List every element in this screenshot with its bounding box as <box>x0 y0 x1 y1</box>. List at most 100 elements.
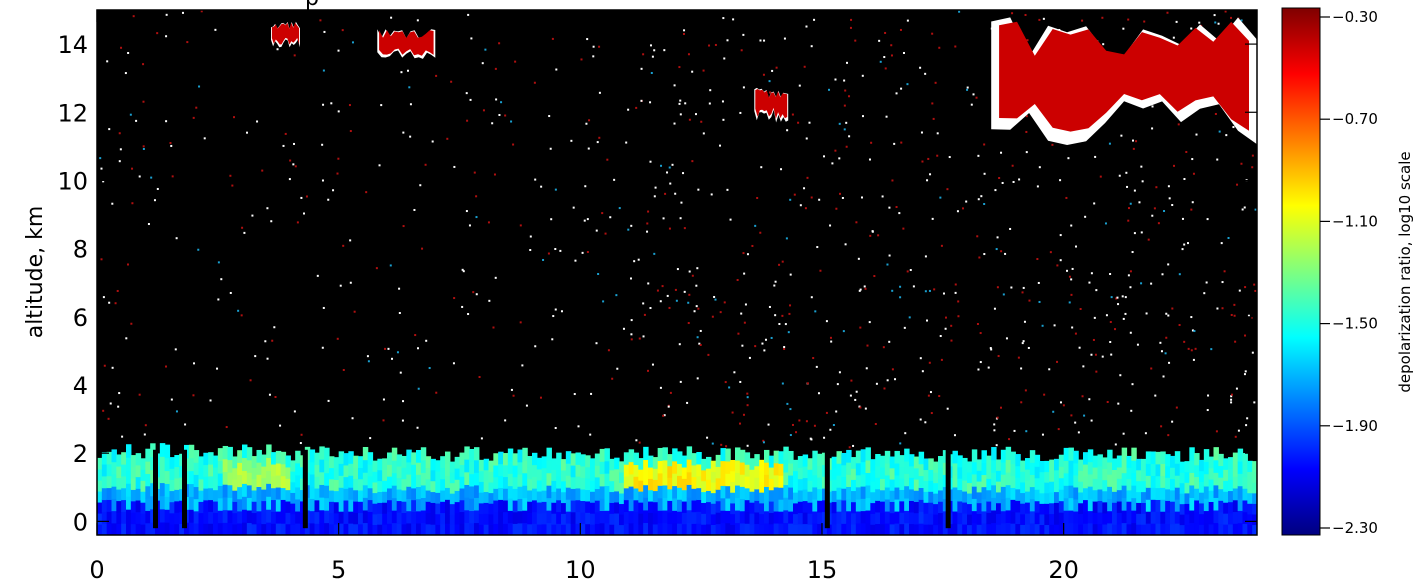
noise-pixel <box>906 270 909 273</box>
boundary-layer-cell <box>909 500 915 513</box>
boundary-layer-cell <box>768 500 775 513</box>
boundary-layer-cell <box>604 497 610 511</box>
boundary-layer-cell <box>227 459 233 473</box>
boundary-layer-cell <box>585 455 591 468</box>
noise-pixel <box>939 335 942 338</box>
boundary-layer-cell <box>855 522 862 535</box>
noise-pixel <box>928 361 931 364</box>
boundary-layer-cell <box>503 476 509 489</box>
boundary-layer-cell <box>725 460 731 474</box>
boundary-layer-cell <box>686 497 693 511</box>
noise-pixel <box>408 86 411 89</box>
noise-pixel <box>231 184 234 187</box>
noise-pixel <box>829 428 832 431</box>
noise-pixel <box>688 293 691 296</box>
boundary-layer-cell <box>735 472 741 486</box>
noise-pixel <box>678 66 681 69</box>
noise-pixel <box>342 368 345 371</box>
boundary-layer-cell <box>290 524 296 535</box>
y-tick-label: 12 <box>57 99 88 127</box>
boundary-layer-cell <box>1150 523 1157 535</box>
noise-pixel <box>1094 155 1097 158</box>
boundary-layer-cell <box>353 467 359 479</box>
boundary-layer-cell <box>1213 484 1219 498</box>
noise-pixel <box>1129 270 1132 273</box>
noise-pixel <box>1183 340 1186 343</box>
noise-pixel <box>996 416 999 419</box>
boundary-layer-cell <box>793 481 799 493</box>
noise-pixel <box>975 96 978 99</box>
noise-pixel <box>912 285 915 288</box>
boundary-layer-cell <box>652 479 659 492</box>
boundary-layer-cell <box>159 495 166 510</box>
boundary-layer-cell <box>532 476 538 489</box>
boundary-layer-cell <box>1242 499 1248 513</box>
noise-pixel <box>424 163 427 166</box>
noise-pixel <box>498 113 501 116</box>
noise-pixel <box>823 436 826 439</box>
noise-pixel <box>461 305 464 308</box>
boundary-layer-cell <box>377 480 383 493</box>
boundary-layer-cell <box>430 524 436 535</box>
boundary-layer-cell <box>865 472 871 486</box>
boundary-layer-cell <box>942 510 949 524</box>
noise-pixel <box>1133 232 1136 235</box>
boundary-layer-cell <box>469 485 475 499</box>
boundary-layer-cell <box>449 461 456 473</box>
noise-pixel <box>375 267 378 270</box>
boundary-layer-cell <box>938 512 944 525</box>
boundary-layer-cell <box>309 498 316 512</box>
boundary-layer-cell <box>1145 463 1152 476</box>
boundary-layer-cell <box>256 498 262 512</box>
boundary-layer-cell <box>527 512 533 525</box>
boundary-layer-cell <box>503 488 509 501</box>
boundary-layer-cell <box>290 492 296 504</box>
boundary-layer-cell <box>333 468 340 480</box>
boundary-layer-cell <box>150 508 156 523</box>
y-tick-label: 8 <box>73 236 88 264</box>
boundary-layer-cell <box>324 522 330 535</box>
boundary-layer-cell <box>498 523 504 535</box>
boundary-layer-cell <box>1189 459 1195 473</box>
boundary-layer-cell <box>623 499 630 512</box>
boundary-layer-cell <box>1073 450 1079 464</box>
boundary-layer-cell <box>309 473 316 487</box>
boundary-layer-cell <box>957 489 963 502</box>
boundary-layer-cell <box>715 466 722 479</box>
noise-pixel <box>934 81 937 84</box>
noise-pixel <box>271 339 274 342</box>
boundary-layer-cell <box>440 467 446 480</box>
noise-pixel <box>924 72 927 75</box>
noise-pixel <box>251 214 254 217</box>
boundary-layer-cell <box>831 512 838 525</box>
boundary-layer-cell <box>256 486 262 500</box>
boundary-layer-cell <box>416 474 422 488</box>
noise-pixel <box>874 423 877 426</box>
noise-pixel <box>637 258 640 261</box>
noise-pixel <box>669 391 672 394</box>
boundary-layer-cell <box>1112 480 1118 492</box>
noise-pixel <box>1090 353 1093 356</box>
boundary-layer-cell <box>710 460 717 472</box>
boundary-layer-cell <box>904 473 910 487</box>
noise-pixel <box>466 119 469 122</box>
noise-pixel <box>814 310 817 313</box>
noise-pixel <box>1227 236 1230 239</box>
boundary-layer-cell <box>1054 524 1060 535</box>
boundary-layer-cell <box>1073 522 1079 535</box>
boundary-layer-cell <box>324 447 330 461</box>
boundary-layer-cell <box>159 456 166 470</box>
noise-pixel <box>843 104 846 107</box>
boundary-layer-cell <box>609 469 615 482</box>
boundary-layer-cell <box>213 455 219 468</box>
noise-pixel <box>920 131 923 134</box>
boundary-layer-cell <box>478 492 485 504</box>
noise-pixel <box>299 442 302 445</box>
boundary-layer-cell <box>783 471 789 486</box>
boundary-layer-cell <box>1068 510 1074 524</box>
noise-pixel <box>580 58 583 61</box>
boundary-layer-cell <box>570 511 577 524</box>
boundary-layer-cell <box>1194 476 1200 489</box>
noise-pixel <box>174 348 177 351</box>
noise-pixel <box>635 106 638 109</box>
